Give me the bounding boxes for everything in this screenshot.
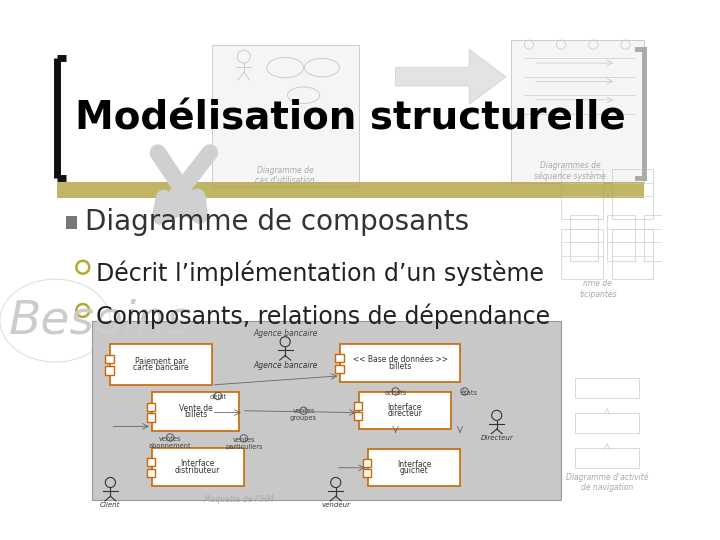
FancyBboxPatch shape [354,402,362,410]
FancyBboxPatch shape [510,40,644,183]
FancyBboxPatch shape [152,448,244,486]
FancyBboxPatch shape [147,403,155,411]
Text: Agence bancaire: Agence bancaire [253,361,318,370]
Text: Diagramme d'activité
de navigation: Diagramme d'activité de navigation [566,472,649,492]
FancyBboxPatch shape [354,412,362,421]
FancyBboxPatch shape [336,364,343,373]
FancyBboxPatch shape [363,469,372,477]
Text: ventes
groupes: ventes groupes [290,408,317,421]
Text: vendeur: vendeur [321,502,350,508]
Text: Maquette de l'IHM: Maquette de l'IHM [204,495,274,504]
Polygon shape [395,49,506,104]
FancyBboxPatch shape [147,469,155,477]
FancyBboxPatch shape [105,366,114,375]
Text: Diagramme de
cas d'utilisation: Diagramme de cas d'utilisation [256,166,315,185]
FancyBboxPatch shape [152,393,239,431]
Text: Directeur: Directeur [480,435,513,441]
Text: Interface: Interface [397,460,431,469]
Text: Modélisation structurelle: Modélisation structurelle [76,99,626,137]
Text: Interface: Interface [387,403,422,412]
Text: billets: billets [184,410,207,420]
Text: Agence bancaire: Agence bancaire [253,329,318,338]
FancyBboxPatch shape [105,355,114,363]
FancyBboxPatch shape [66,215,77,228]
Text: Diagramme de composants: Diagramme de composants [85,208,469,236]
Text: Interface: Interface [181,459,215,468]
Text: achats: achats [384,389,407,396]
FancyBboxPatch shape [368,449,460,486]
FancyBboxPatch shape [92,321,561,500]
Text: ventes
particuliers: ventes particuliers [225,437,263,450]
Text: Vente de: Vente de [179,404,212,413]
FancyBboxPatch shape [57,181,644,198]
Text: Composants, relations de dépendance: Composants, relations de dépendance [96,303,550,329]
Text: états: états [461,389,477,396]
FancyBboxPatch shape [336,354,343,362]
Text: Décrit l’implémentation d’un système: Décrit l’implémentation d’un système [96,260,544,286]
Text: distributeur: distributeur [175,465,220,475]
Text: Diagrammes de
séquence système: Diagrammes de séquence système [534,161,606,181]
FancyBboxPatch shape [184,456,294,492]
FancyBboxPatch shape [363,459,372,468]
Text: Client: Client [100,502,120,508]
Text: ventes
abonnement: ventes abonnement [149,436,192,449]
Text: guichet: guichet [400,467,428,476]
Text: directeur: directeur [387,409,422,418]
FancyBboxPatch shape [147,413,155,422]
FancyBboxPatch shape [212,45,359,187]
FancyBboxPatch shape [110,343,212,385]
Text: Besoins: Besoins [9,298,192,343]
FancyBboxPatch shape [359,393,451,429]
FancyBboxPatch shape [147,458,155,467]
Text: billets: billets [389,362,412,370]
Text: << Base de données >>: << Base de données >> [353,355,448,364]
Text: nme de
ticipantes: nme de ticipantes [579,279,617,299]
Text: Paiement par: Paiement par [135,356,186,366]
Text: débit: débit [210,394,227,400]
FancyBboxPatch shape [341,343,460,382]
Text: carte bancaire: carte bancaire [133,363,189,372]
